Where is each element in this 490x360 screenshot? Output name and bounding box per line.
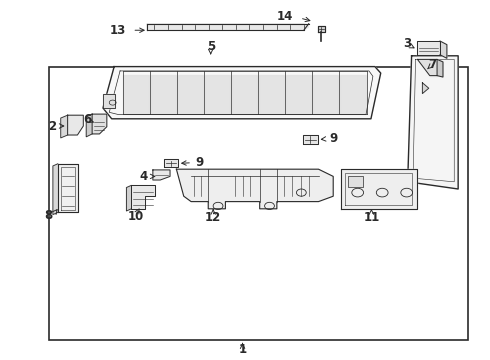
- Polygon shape: [153, 170, 170, 180]
- Polygon shape: [150, 75, 176, 114]
- Polygon shape: [318, 26, 325, 32]
- Polygon shape: [417, 59, 437, 76]
- Text: 5: 5: [207, 40, 215, 53]
- Bar: [348, 176, 363, 187]
- Polygon shape: [92, 114, 107, 134]
- Polygon shape: [176, 169, 333, 209]
- Polygon shape: [422, 83, 429, 94]
- Polygon shape: [440, 41, 447, 58]
- Polygon shape: [437, 59, 443, 77]
- Text: 11: 11: [363, 211, 380, 224]
- Text: 2: 2: [48, 120, 56, 132]
- Text: 12: 12: [205, 211, 221, 224]
- Text: 4: 4: [140, 170, 148, 183]
- Polygon shape: [408, 56, 458, 189]
- Polygon shape: [205, 75, 230, 114]
- Text: 8: 8: [45, 209, 53, 222]
- Polygon shape: [286, 75, 311, 114]
- Polygon shape: [232, 75, 257, 114]
- Text: 3: 3: [404, 37, 412, 50]
- Text: 10: 10: [128, 210, 145, 223]
- Polygon shape: [303, 135, 318, 144]
- Polygon shape: [86, 114, 92, 137]
- Text: 6: 6: [83, 113, 91, 126]
- Polygon shape: [126, 185, 131, 211]
- Text: 9: 9: [195, 156, 203, 169]
- Polygon shape: [259, 75, 284, 114]
- Text: 1: 1: [239, 343, 246, 356]
- Polygon shape: [341, 75, 366, 114]
- Polygon shape: [103, 94, 115, 108]
- Polygon shape: [103, 67, 381, 119]
- Text: 14: 14: [277, 10, 293, 23]
- Text: 13: 13: [110, 24, 126, 37]
- Polygon shape: [164, 159, 178, 167]
- Polygon shape: [341, 169, 416, 209]
- Polygon shape: [178, 75, 203, 114]
- Polygon shape: [123, 75, 148, 114]
- Text: 9: 9: [329, 132, 338, 145]
- Text: 7: 7: [428, 58, 436, 71]
- Polygon shape: [53, 164, 58, 215]
- Bar: [49, 67, 468, 340]
- Polygon shape: [61, 115, 68, 138]
- Polygon shape: [416, 41, 440, 55]
- Polygon shape: [131, 185, 155, 209]
- Polygon shape: [313, 75, 339, 114]
- Polygon shape: [68, 115, 83, 135]
- Polygon shape: [58, 164, 78, 212]
- Polygon shape: [147, 24, 309, 30]
